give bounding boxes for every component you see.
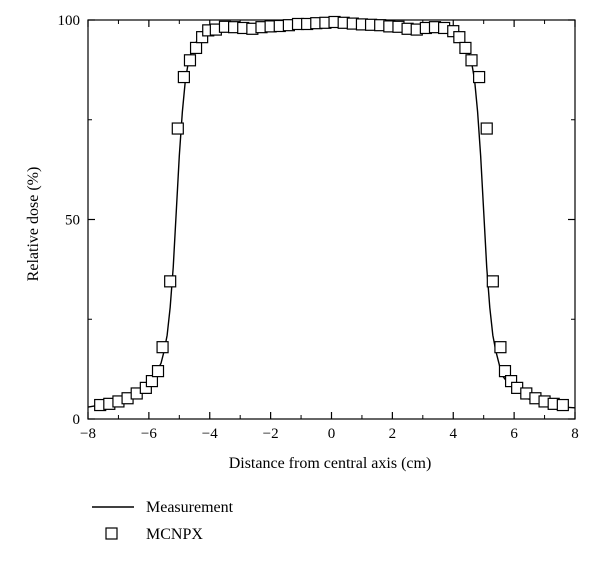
- x-axis-label: Distance from central axis (cm): [229, 455, 432, 472]
- x-tick-label: 6: [510, 426, 518, 442]
- mcnpx-point: [145, 375, 159, 388]
- series-markers: [94, 15, 569, 412]
- mcnpx-point: [556, 398, 569, 412]
- y-tick-label: 100: [58, 13, 81, 29]
- y-tick-label: 0: [73, 412, 81, 428]
- legend: Measurement MCNPX: [92, 499, 234, 543]
- x-tick-label: 8: [571, 426, 579, 442]
- legend-marker-mcnpx-swatch: [105, 527, 118, 540]
- mcnpx-point: [465, 54, 478, 67]
- legend-label-mcnpx: MCNPX: [146, 526, 203, 543]
- mcnpx-point: [164, 275, 177, 288]
- mcnpx-point: [459, 41, 472, 55]
- mcnpx-point: [494, 341, 507, 354]
- x-tick-label: 2: [389, 426, 397, 442]
- y-tick-label: 50: [65, 213, 80, 229]
- x-tick-label: −8: [80, 426, 96, 442]
- mcnpx-point: [480, 122, 493, 135]
- x-tick-label: 4: [450, 426, 458, 442]
- plot-area-border: [87, 19, 576, 420]
- mcnpx-point: [486, 275, 499, 288]
- plot-frame: [87, 19, 576, 420]
- mcnpx-point: [473, 70, 486, 84]
- x-tick-label: 0: [328, 426, 336, 442]
- mcnpx-point: [177, 70, 190, 84]
- x-tick-label: −6: [141, 426, 157, 442]
- y-axis-ticks: 0 50 100: [58, 13, 575, 428]
- mcnpx-point: [183, 54, 197, 67]
- x-tick-label: −4: [202, 426, 218, 442]
- y-axis-label: Relative dose (%): [25, 167, 42, 282]
- x-tick-label: −2: [263, 426, 279, 442]
- mcnpx-point: [498, 365, 512, 378]
- mcnpx-point: [156, 341, 169, 354]
- mcnpx-point: [171, 122, 184, 135]
- x-axis-ticks: −8 −6 −4 −2 0 2 4 6 8: [80, 20, 579, 442]
- mcnpx-point: [189, 41, 203, 55]
- mcnpx-point: [151, 365, 165, 378]
- legend-label-measurement: Measurement: [146, 499, 234, 516]
- mcnpx-point: [453, 31, 466, 44]
